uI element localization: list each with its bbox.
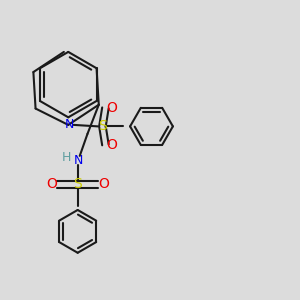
Text: O: O	[46, 177, 57, 191]
Text: O: O	[98, 177, 109, 191]
Text: N: N	[73, 154, 83, 166]
Text: O: O	[106, 101, 117, 115]
Text: O: O	[106, 138, 117, 152]
Text: S: S	[98, 119, 107, 134]
Text: N: N	[64, 118, 74, 131]
Text: S: S	[73, 177, 82, 191]
Text: H: H	[62, 151, 71, 164]
